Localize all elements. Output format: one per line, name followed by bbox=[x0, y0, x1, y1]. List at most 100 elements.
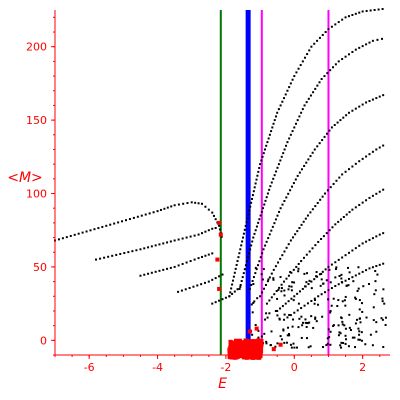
cloud-point bbox=[279, 335, 282, 338]
red-blob-point bbox=[240, 344, 245, 349]
cloud-point bbox=[262, 268, 265, 271]
data-point bbox=[274, 218, 277, 221]
cloud-point bbox=[344, 327, 347, 330]
data-point bbox=[314, 87, 317, 90]
cloud-point bbox=[375, 321, 378, 324]
data-point bbox=[286, 141, 289, 144]
data-point bbox=[193, 234, 196, 237]
data-point bbox=[182, 202, 185, 205]
data-point bbox=[284, 93, 287, 96]
cloud-point bbox=[359, 321, 362, 324]
data-point bbox=[170, 205, 173, 208]
data-point bbox=[252, 190, 255, 193]
cloud-point bbox=[260, 335, 263, 338]
data-point bbox=[247, 213, 250, 216]
data-point bbox=[266, 192, 269, 195]
data-point bbox=[283, 280, 286, 283]
data-point bbox=[306, 53, 309, 56]
data-point bbox=[313, 278, 316, 281]
data-point bbox=[337, 220, 340, 223]
data-point bbox=[321, 139, 324, 142]
data-point bbox=[177, 203, 180, 206]
data-point bbox=[296, 309, 299, 312]
data-point bbox=[264, 244, 267, 247]
cloud-point bbox=[253, 300, 256, 303]
data-point bbox=[361, 242, 364, 245]
cloud-point bbox=[272, 277, 275, 280]
data-point bbox=[382, 94, 385, 97]
data-point bbox=[204, 254, 207, 257]
data-point bbox=[200, 255, 203, 258]
data-point bbox=[381, 37, 384, 40]
data-point bbox=[231, 283, 234, 286]
red-blob-point bbox=[251, 351, 256, 356]
data-point bbox=[200, 232, 203, 235]
data-point bbox=[162, 242, 165, 245]
data-point bbox=[321, 33, 324, 36]
data-point bbox=[296, 174, 299, 177]
data-point bbox=[271, 225, 274, 228]
data-point bbox=[307, 97, 310, 100]
data-point bbox=[292, 182, 295, 185]
data-point bbox=[275, 290, 278, 293]
data-point bbox=[196, 284, 199, 287]
cloud-point bbox=[315, 271, 318, 274]
data-point bbox=[235, 263, 238, 266]
data-point bbox=[290, 297, 293, 300]
data-point bbox=[345, 114, 348, 117]
red-marker bbox=[271, 347, 276, 352]
data-point bbox=[268, 299, 271, 302]
data-point bbox=[238, 252, 241, 255]
data-point bbox=[57, 238, 60, 241]
data-point bbox=[270, 181, 273, 184]
cloud-point bbox=[341, 323, 344, 326]
data-point bbox=[354, 48, 357, 51]
cloud-point bbox=[340, 273, 343, 276]
cloud-point bbox=[317, 303, 320, 306]
cloud-point bbox=[313, 302, 316, 305]
data-point bbox=[354, 274, 357, 277]
data-point bbox=[154, 244, 157, 247]
data-point bbox=[298, 227, 301, 230]
data-point bbox=[318, 142, 321, 145]
cloud-point bbox=[322, 282, 325, 285]
data-point bbox=[344, 279, 347, 282]
data-point bbox=[330, 126, 333, 129]
cloud-point bbox=[298, 317, 301, 320]
data-point bbox=[293, 75, 296, 78]
data-point bbox=[139, 274, 142, 277]
data-point bbox=[193, 258, 196, 261]
data-point bbox=[330, 287, 333, 290]
cloud-point bbox=[310, 287, 313, 290]
data-point bbox=[246, 217, 249, 220]
red-blob-point bbox=[229, 341, 234, 346]
data-point bbox=[309, 155, 312, 158]
data-point bbox=[294, 233, 297, 236]
data-point bbox=[294, 178, 297, 181]
cloud-point bbox=[371, 344, 374, 347]
data-point bbox=[109, 223, 112, 226]
data-point bbox=[297, 67, 300, 70]
data-point bbox=[173, 239, 176, 242]
data-point bbox=[324, 31, 327, 34]
data-point bbox=[262, 248, 265, 251]
data-point bbox=[298, 290, 301, 293]
data-point bbox=[332, 66, 335, 69]
cloud-point bbox=[361, 310, 364, 313]
data-point bbox=[365, 199, 368, 202]
cloud-point bbox=[254, 266, 257, 269]
data-point bbox=[323, 135, 326, 138]
cloud-point bbox=[292, 342, 295, 345]
cloud-point bbox=[372, 319, 375, 322]
data-point bbox=[308, 49, 311, 52]
cloud-point bbox=[290, 285, 293, 288]
data-point bbox=[158, 243, 161, 246]
cloud-point bbox=[308, 279, 311, 282]
data-point bbox=[186, 202, 189, 205]
data-point bbox=[339, 119, 342, 122]
cloud-point bbox=[380, 317, 383, 320]
data-point bbox=[158, 269, 161, 272]
data-point bbox=[250, 244, 253, 247]
cloud-point bbox=[337, 334, 340, 337]
data-point bbox=[203, 281, 206, 284]
